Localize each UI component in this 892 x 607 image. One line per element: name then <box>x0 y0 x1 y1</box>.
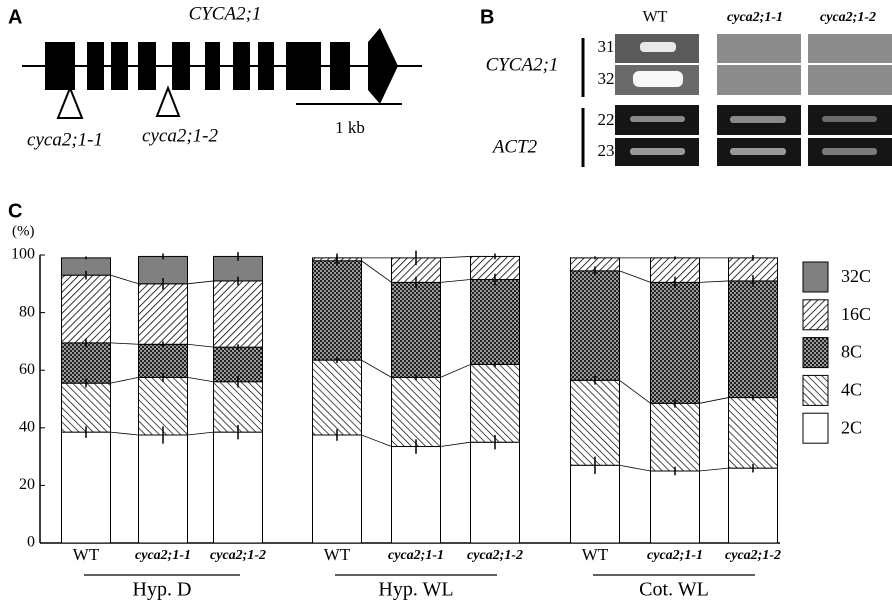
y-tick-label: 0 <box>27 534 35 551</box>
cycle-label: 23 <box>598 141 615 160</box>
x-tick-label: cyca2;1-1 <box>135 548 191 563</box>
cycle-label: 31 <box>598 37 615 56</box>
y-tick-label: 40 <box>19 418 35 435</box>
gene-name: CYCA2;1 <box>189 3 262 24</box>
connector <box>361 359 392 378</box>
bar-segment <box>570 464 620 544</box>
y-tick-label: 20 <box>19 476 35 493</box>
connector <box>110 274 139 285</box>
bar-segment <box>728 467 778 544</box>
connector <box>699 397 729 404</box>
connector <box>440 279 471 283</box>
legend-swatch <box>802 299 829 331</box>
connector <box>619 464 651 472</box>
connector <box>699 467 729 472</box>
allele-label: cyca2;1-1 <box>27 129 103 150</box>
connector <box>187 343 214 348</box>
bar-segment <box>391 376 441 448</box>
y-tick-label: 60 <box>19 361 35 378</box>
bar-segment <box>391 281 441 378</box>
scale-label: 1 kb <box>335 118 365 137</box>
group-label: Hyp. D <box>133 579 192 601</box>
connector <box>361 260 392 283</box>
bar-segment <box>650 470 700 544</box>
x-tick-label: WT <box>582 545 609 564</box>
bar-segment <box>312 359 362 436</box>
legend-swatch <box>802 337 829 369</box>
x-tick-label: cyca2;1-2 <box>210 548 266 563</box>
bar-segment <box>650 281 700 404</box>
bar-segment <box>650 402 700 472</box>
connector <box>110 431 139 436</box>
legend-swatch <box>802 374 829 406</box>
connector <box>110 377 139 384</box>
column-label: cyca2;1-1 <box>727 10 783 25</box>
bar-segment <box>138 434 188 544</box>
y-axis-label: (%) <box>12 223 35 239</box>
connector <box>619 379 651 404</box>
connector <box>440 256 471 259</box>
x-tick-label: cyca2;1-1 <box>647 548 703 563</box>
connector <box>187 377 214 383</box>
legend-label: 16C <box>841 304 871 324</box>
group-label: Cot. WL <box>639 579 709 601</box>
bar-segment <box>391 446 441 544</box>
connector <box>440 364 471 378</box>
connector <box>699 280 729 283</box>
legend-swatch <box>802 261 829 293</box>
bar-segment <box>213 431 263 544</box>
panel-label: A <box>8 6 22 28</box>
bar-segment <box>213 381 263 433</box>
bar-segment <box>470 278 520 365</box>
group-label: Hyp. WL <box>378 579 453 601</box>
x-tick-label: WT <box>73 545 100 564</box>
gel <box>615 34 892 166</box>
connector <box>187 280 214 285</box>
legend-label: 8C <box>841 342 862 362</box>
y-tick-label: 80 <box>19 303 35 320</box>
allele-label: cyca2;1-2 <box>142 125 218 146</box>
bar-segment <box>728 397 778 469</box>
bar-segment <box>570 270 620 381</box>
bar-segment <box>470 441 520 544</box>
bar-segment <box>728 280 778 399</box>
y-tick-label: 100 <box>11 246 35 263</box>
legend-label: 2C <box>841 417 862 437</box>
bar-segment <box>213 280 263 348</box>
bar-segment <box>312 434 362 544</box>
connector <box>110 342 139 345</box>
panel-label: C <box>8 200 22 222</box>
bar-segment <box>138 343 188 378</box>
legend-swatch <box>802 412 829 444</box>
bar-segment <box>61 342 111 384</box>
bar-segment <box>138 283 188 345</box>
connector <box>619 270 651 283</box>
x-tick-label: cyca2;1-2 <box>467 548 523 563</box>
gene-model <box>22 28 422 119</box>
bar-segment <box>312 260 362 361</box>
gene-label: CYCA2;1 <box>486 54 559 75</box>
column-label: WT <box>643 9 668 26</box>
bar-segment <box>470 363 520 443</box>
connector <box>361 434 392 447</box>
column-label: cyca2;1-2 <box>820 10 876 25</box>
bar-segment <box>61 274 111 344</box>
x-tick-label: cyca2;1-2 <box>725 548 781 563</box>
panel-label: B <box>480 6 494 28</box>
bar-segment <box>138 376 188 436</box>
bar-segment <box>61 431 111 544</box>
bar-segment <box>570 379 620 466</box>
x-tick-label: WT <box>324 545 351 564</box>
x-tick-label: cyca2;1-1 <box>388 548 444 563</box>
legend-label: 32C <box>841 266 871 286</box>
cycle-label: 32 <box>598 69 615 88</box>
connector <box>187 431 214 436</box>
legend-label: 4C <box>841 380 862 400</box>
gene-label: ACT2 <box>491 136 538 157</box>
connector <box>440 441 471 447</box>
cycle-label: 22 <box>598 110 615 129</box>
bar-segment <box>61 382 111 433</box>
